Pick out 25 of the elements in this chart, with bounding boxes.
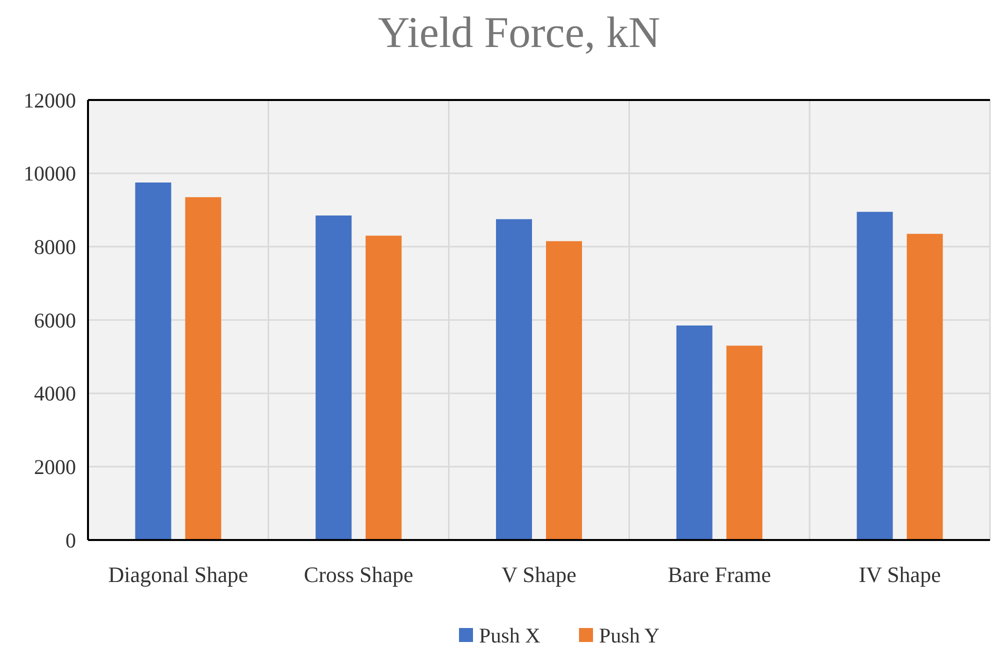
x-tick-label: Cross Shape xyxy=(304,562,414,587)
bar xyxy=(856,212,893,540)
bar xyxy=(185,197,222,540)
y-tick-label: 6000 xyxy=(34,308,76,332)
y-tick-label: 12000 xyxy=(24,88,76,112)
bar xyxy=(496,219,532,540)
y-tick-label: 2000 xyxy=(34,455,76,480)
y-tick-label: 10000 xyxy=(24,162,76,186)
y-tick-label: 8000 xyxy=(34,235,76,260)
bar xyxy=(676,326,712,540)
legend-label: Push Y xyxy=(599,623,660,648)
x-tick-label: Bare Frame xyxy=(668,562,772,587)
y-tick-label: 4000 xyxy=(34,382,76,406)
bar xyxy=(135,182,172,540)
x-tick-label: IV Shape xyxy=(858,562,941,587)
bar xyxy=(546,241,582,540)
x-tick-label: V Shape xyxy=(502,562,576,587)
legend-label: Push X xyxy=(479,623,540,648)
bar xyxy=(726,346,762,540)
chart-title: Yield Force, kN xyxy=(378,8,660,57)
bar xyxy=(906,234,943,540)
y-tick-label: 0 xyxy=(66,528,76,552)
x-tick-label: Diagonal Shape xyxy=(108,562,248,587)
bar xyxy=(316,216,352,540)
bar xyxy=(366,236,402,540)
